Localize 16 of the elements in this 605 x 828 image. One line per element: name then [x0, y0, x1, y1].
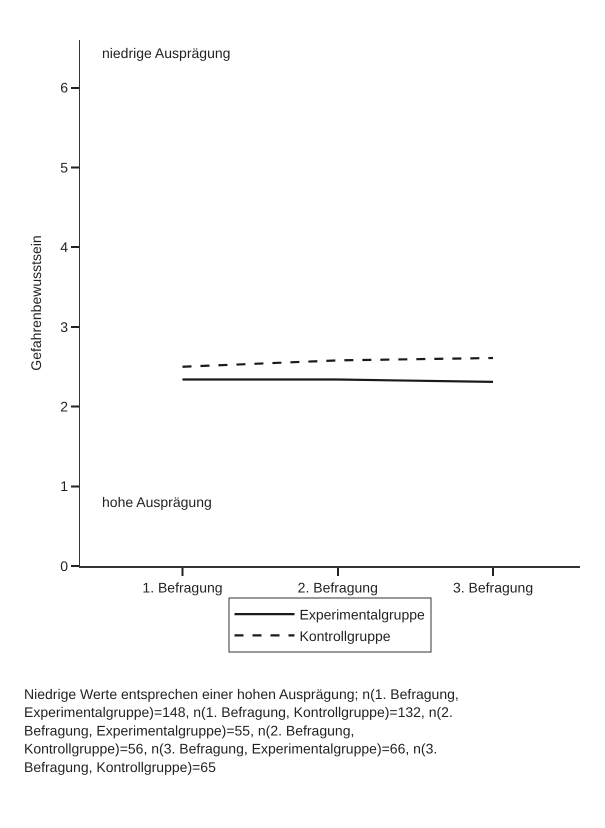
x-tick-label: 1. Befragung [142, 580, 223, 596]
y-tick-label: 3 [60, 318, 68, 335]
legend-label: Kontrollgruppe [300, 628, 391, 644]
annotation: niedrige Ausprägung [102, 45, 230, 61]
y-tick-label: 2 [60, 398, 68, 415]
y-tick-label: 4 [60, 239, 68, 256]
y-tick-label: 1 [60, 478, 68, 494]
annotation: hohe Ausprägung [102, 494, 212, 510]
y-tick-label: 6 [60, 80, 68, 96]
x-tick-label: 3. Befragung [452, 580, 534, 596]
text: Niedrige Werte entsprechen einer hohen Ausprägung; n(1. Befragung, Experimentalgruppe)=148, n(1. Befragung, Kontrollgruppe)=132, n(2. Befragung, Experimentalgruppe)=55, n(2. Befragung, Kontrollgruppe)=56, n(3. Befragung, Experimentalgruppe)=66, n(3. Befragung, Kontrollgruppe)=65 [24, 686, 459, 775]
x-tick-label: 2. Befragung [298, 580, 378, 596]
y-axis-title: Gefahrenbewusstsein [28, 235, 44, 371]
y-tick-label: 5 [60, 159, 68, 176]
y-tick-label: 0 [60, 558, 68, 574]
legend-label: Experimentalgruppe [300, 606, 426, 623]
